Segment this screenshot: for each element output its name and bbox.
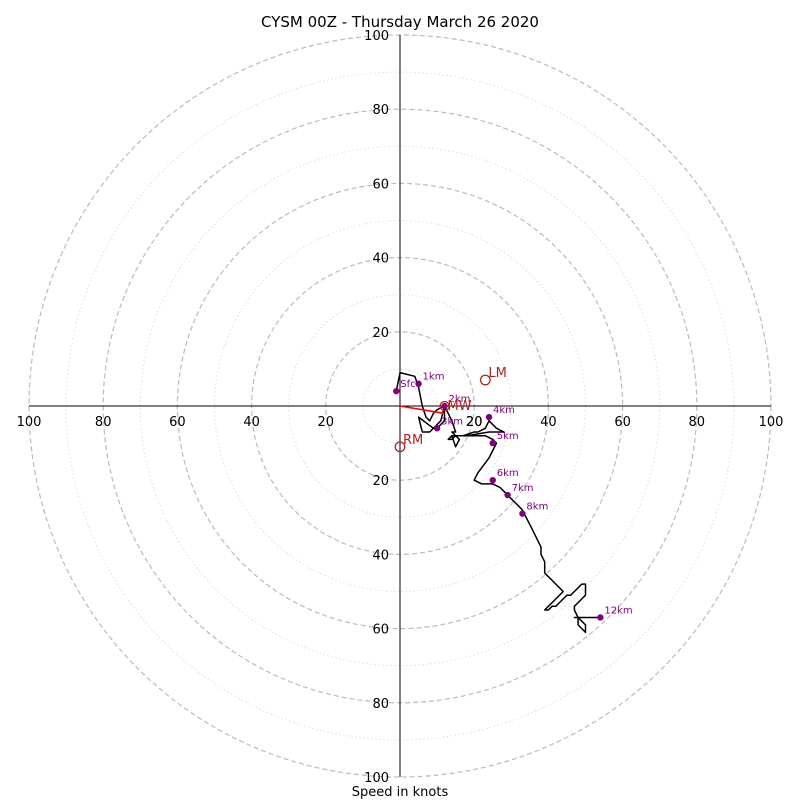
mean-wind-marker — [439, 400, 450, 412]
height-marker-label: 5km — [497, 431, 519, 442]
height-marker-point — [489, 477, 496, 484]
height-marker-point — [433, 425, 441, 432]
x-tick-label: 80 — [95, 415, 112, 430]
x-tick-label: 40 — [540, 415, 557, 430]
height-marker-point — [597, 614, 604, 621]
height-marker-label: 1km — [423, 372, 445, 383]
height-marker-label: Sfc — [400, 379, 415, 390]
height-marker-label: 7km — [512, 483, 534, 494]
mean-wind-label: MW — [448, 399, 472, 414]
y-tick-label: 80 — [372, 103, 389, 118]
x-tick-label: 100 — [759, 415, 784, 430]
x-tick-label: 40 — [243, 415, 260, 430]
x-tick-label: 80 — [689, 415, 706, 430]
tick-labels: 20 20 20 20 40 40 40 40 60 60 60 60 80 80 80 80 100 100 10… — [17, 29, 784, 786]
y-tick-label: 100 — [364, 771, 389, 786]
height-marker-label: 8km — [526, 502, 548, 513]
x-tick-label: 100 — [17, 415, 42, 430]
height-marker-point — [519, 510, 526, 517]
height-marker-point — [441, 402, 448, 410]
right-mover-marker — [394, 441, 406, 453]
chart-title: CYSM 00Z - Thursday March 26 2020 — [261, 13, 539, 31]
y-tick-label: 100 — [364, 29, 389, 44]
x-tick-label: 20 — [466, 415, 483, 430]
height-marker-point — [489, 439, 496, 447]
y-tick-label: 40 — [372, 252, 389, 267]
y-tick-label: 20 — [372, 474, 389, 489]
right-mover-label: RM — [403, 433, 423, 448]
height-marker-label: 4km — [493, 405, 515, 416]
y-tick-label: 60 — [372, 177, 389, 192]
height-marker-point — [504, 491, 511, 499]
height-marker-label: 3km — [441, 416, 463, 427]
y-tick-label: 60 — [372, 623, 389, 638]
height-marker-label: 2km — [449, 394, 471, 405]
y-tick-label: 80 — [372, 697, 389, 712]
height-marker-point — [415, 380, 422, 387]
y-tick-label: 40 — [372, 548, 389, 563]
height-markers: Sfc 1km 2km 3km 4km 5km 6km 7km 8km 12km — [393, 372, 633, 621]
height-marker-label: 12km — [604, 605, 632, 616]
inner-tick-label: 20 — [466, 415, 483, 430]
height-marker-label: 6km — [497, 468, 519, 479]
y-tick-label: 20 — [372, 326, 389, 341]
left-mover-label: LM — [488, 366, 506, 381]
x-tick-label: 60 — [169, 415, 186, 430]
height-marker-point — [393, 387, 400, 395]
x-tick-label: 60 — [614, 415, 631, 430]
x-tick-label: 20 — [318, 415, 335, 430]
x-axis-label: Speed in knots — [352, 785, 449, 800]
shear-vector-line — [399, 405, 445, 415]
storm-motion-markers: LM RM MW — [394, 366, 507, 453]
height-marker-point — [485, 413, 493, 421]
hodograph-trace — [395, 371, 601, 634]
wind-profile-line — [395, 371, 601, 634]
left-mover-marker — [479, 374, 491, 386]
